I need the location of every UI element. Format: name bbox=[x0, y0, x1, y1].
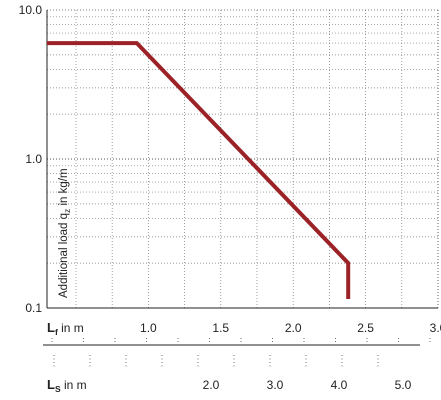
x-axis-s-title: LS in m bbox=[47, 377, 87, 394]
series-layer bbox=[46, 41, 351, 300]
grid bbox=[47, 10, 439, 308]
x-s-tick-label: 3.0 bbox=[267, 378, 284, 392]
labels: 10.0 1.0 0.1 1.0 1.5 2.0 2.5 3.0 2.0 3.0 4.0 5.0 bbox=[19, 3, 441, 392]
x-s-tick-label: 2.0 bbox=[203, 378, 220, 392]
x-f-tick-label: 3.0 bbox=[430, 321, 441, 335]
y-axis-label: Additional load qz in kg/m bbox=[58, 168, 72, 298]
x-f-tick-label: 1.0 bbox=[140, 321, 157, 335]
x-s-tick-label: 4.0 bbox=[331, 378, 348, 392]
x-axis-f-title: Lf in m bbox=[47, 320, 84, 337]
series-line bbox=[47, 41, 351, 299]
x-f-tick-label: 2.0 bbox=[285, 321, 302, 335]
x-f-tick-label: 2.5 bbox=[357, 321, 374, 335]
axes bbox=[43, 9, 439, 367]
x-f-tick-label: 1.5 bbox=[212, 321, 229, 335]
y-tick-label: 1.0 bbox=[25, 152, 42, 166]
x-s-tick-label: 5.0 bbox=[395, 378, 412, 392]
y-tick-label: 10.0 bbox=[19, 3, 43, 17]
y-tick-label: 0.1 bbox=[25, 301, 42, 315]
